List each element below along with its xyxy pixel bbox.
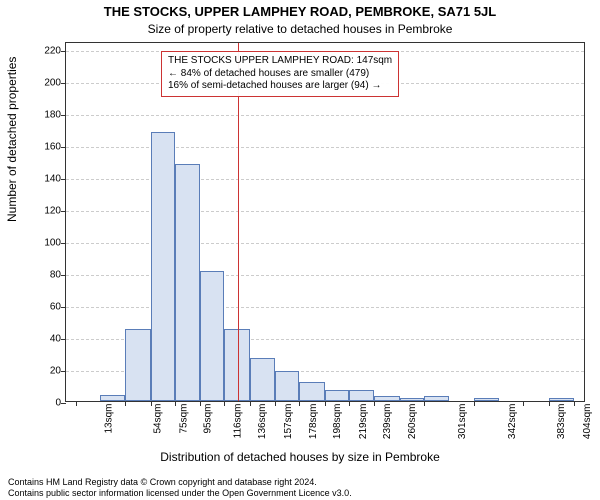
x-tick-mark	[250, 401, 251, 406]
x-tick-label: 95sqm	[202, 404, 213, 434]
histogram-bar	[175, 164, 200, 401]
x-tick-label: 198sqm	[332, 404, 343, 440]
histogram-bar	[400, 398, 424, 401]
footer-attribution: Contains HM Land Registry data © Crown c…	[8, 477, 592, 498]
y-tick-label: 140	[26, 174, 61, 185]
y-tick-mark	[61, 83, 66, 84]
chart-title: THE STOCKS, UPPER LAMPHEY ROAD, PEMBROKE…	[0, 4, 600, 19]
x-tick-label: 157sqm	[283, 404, 294, 440]
x-tick-label: 219sqm	[358, 404, 369, 440]
histogram-bar	[325, 390, 349, 401]
x-tick-mark	[76, 401, 77, 406]
x-tick-label: 260sqm	[407, 404, 418, 440]
y-tick-mark	[61, 371, 66, 372]
y-tick-label: 40	[26, 334, 61, 345]
x-tick-mark	[200, 401, 201, 406]
x-tick-mark	[549, 401, 550, 406]
reference-line	[238, 43, 239, 401]
histogram-bar	[125, 329, 150, 401]
x-tick-label: 342sqm	[507, 404, 518, 440]
histogram-bar	[100, 395, 125, 401]
histogram-bar	[151, 132, 175, 401]
x-tick-label: 178sqm	[308, 404, 319, 440]
y-tick-label: 100	[26, 238, 61, 249]
x-tick-label: 404sqm	[582, 404, 593, 440]
y-tick-mark	[61, 403, 66, 404]
y-tick-mark	[61, 243, 66, 244]
y-tick-mark	[61, 339, 66, 340]
y-tick-mark	[61, 179, 66, 180]
y-tick-label: 80	[26, 270, 61, 281]
histogram-bar	[200, 271, 224, 401]
x-tick-mark	[224, 401, 225, 406]
x-tick-mark	[299, 401, 300, 406]
y-tick-label: 160	[26, 142, 61, 153]
x-tick-mark	[175, 401, 176, 406]
plot-area: 020406080100120140160180200220THE STOCKS…	[65, 42, 585, 402]
y-tick-mark	[61, 147, 66, 148]
y-tick-label: 0	[26, 398, 61, 409]
y-tick-label: 220	[26, 46, 61, 57]
x-tick-label: 136sqm	[257, 404, 268, 440]
y-axis-label: Number of detached properties	[5, 57, 19, 222]
x-tick-label: 13sqm	[103, 404, 114, 434]
x-tick-mark	[325, 401, 326, 406]
x-tick-label: 301sqm	[457, 404, 468, 440]
chart-subtitle: Size of property relative to detached ho…	[0, 22, 600, 36]
x-tick-mark	[349, 401, 350, 406]
y-tick-label: 180	[26, 110, 61, 121]
y-tick-mark	[61, 211, 66, 212]
footer-line2: Contains public sector information licen…	[8, 488, 352, 498]
x-tick-mark	[125, 401, 126, 406]
histogram-bar	[299, 382, 324, 401]
y-tick-label: 60	[26, 302, 61, 313]
y-tick-mark	[61, 307, 66, 308]
histogram-bar	[349, 390, 374, 401]
x-tick-label: 75sqm	[178, 404, 189, 434]
x-tick-label: 383sqm	[556, 404, 567, 440]
gridline	[66, 211, 584, 212]
gridline	[66, 179, 584, 180]
y-tick-label: 200	[26, 78, 61, 89]
histogram-bar	[549, 398, 574, 401]
histogram-bar	[250, 358, 275, 401]
y-tick-label: 120	[26, 206, 61, 217]
histogram-bar	[424, 396, 449, 401]
x-tick-label: 116sqm	[233, 404, 244, 439]
histogram-bar	[374, 396, 399, 401]
x-tick-mark	[151, 401, 152, 406]
x-tick-mark	[374, 401, 375, 406]
x-tick-mark	[574, 401, 575, 406]
x-tick-label: 54sqm	[153, 404, 164, 434]
x-tick-label: 239sqm	[382, 404, 393, 440]
x-axis-label: Distribution of detached houses by size …	[0, 450, 600, 464]
histogram-bar	[474, 398, 499, 401]
x-tick-mark	[424, 401, 425, 406]
y-tick-mark	[61, 115, 66, 116]
gridline	[66, 243, 584, 244]
x-tick-mark	[275, 401, 276, 406]
gridline	[66, 115, 584, 116]
gridline	[66, 275, 584, 276]
histogram-bar	[275, 371, 299, 401]
x-tick-mark	[523, 401, 524, 406]
footer-line1: Contains HM Land Registry data © Crown c…	[8, 477, 317, 487]
annotation-box: THE STOCKS UPPER LAMPHEY ROAD: 147sqm← 8…	[161, 51, 399, 97]
x-tick-mark	[474, 401, 475, 406]
y-tick-mark	[61, 275, 66, 276]
gridline	[66, 307, 584, 308]
gridline	[66, 147, 584, 148]
y-tick-mark	[61, 51, 66, 52]
y-tick-label: 20	[26, 366, 61, 377]
